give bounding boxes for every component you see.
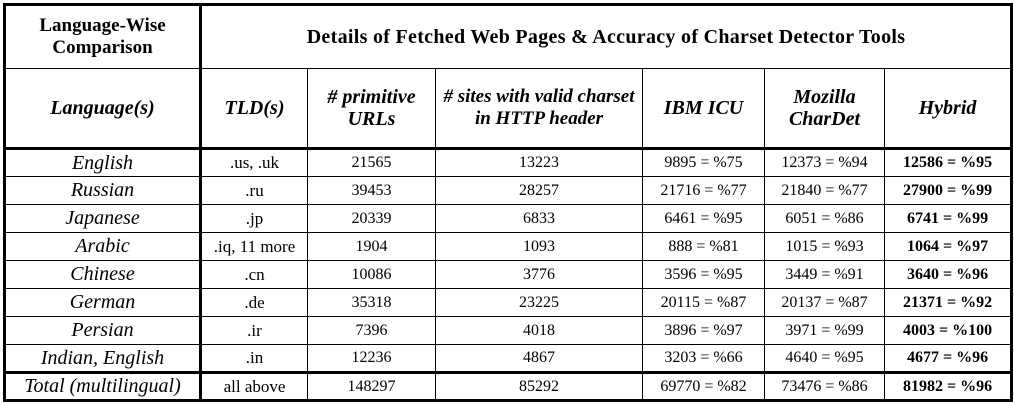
left-title-cell: Language-Wise Comparison [4,4,201,69]
cell-primitive-urls: 20339 [307,204,436,233]
table-row: Total (multilingual) all above 148297 85292… [4,372,1013,401]
cell-ibm-icu: 21716 = %77 [642,176,765,205]
cell-hybrid: 6741 = %99 [883,204,1013,233]
charset-comparison-table: Language-Wise Comparison Details of Fetc… [3,3,1014,402]
cell-mozilla-chardet: 12373 = %94 [764,148,885,177]
table-body: English .us, .uk 21565 13223 9895 = %75 12373… [4,148,1013,401]
cell-ibm-icu: 69770 = %82 [642,372,765,401]
cell-language: English [4,148,201,177]
cell-valid-charset: 28257 [435,176,643,205]
cell-hybrid: 4003 = %100 [883,316,1013,345]
cell-tld: .jp [199,204,308,233]
cell-valid-charset: 23225 [435,288,643,317]
cell-language: Japanese [4,204,201,233]
table-row: Indian, English .in 12236 4867 3203 = %66 464… [4,344,1013,373]
cell-mozilla-chardet: 3449 = %91 [764,260,885,289]
cell-tld: .in [199,344,308,373]
cell-tld: .cn [199,260,308,289]
col-language: Language(s) [4,68,201,149]
cell-ibm-icu: 20115 = %87 [642,288,765,317]
cell-hybrid: 4677 = %96 [883,344,1013,373]
cell-mozilla-chardet: 1015 = %93 [764,232,885,261]
col-primitive-urls: # primitive URLs [307,68,436,149]
cell-primitive-urls: 12236 [307,344,436,373]
cell-valid-charset: 3776 [435,260,643,289]
cell-valid-charset: 6833 [435,204,643,233]
cell-ibm-icu: 888 = %81 [642,232,765,261]
cell-mozilla-chardet: 3971 = %99 [764,316,885,345]
cell-hybrid: 27900 = %99 [883,176,1013,205]
cell-language: Chinese [4,260,201,289]
table-row: German .de 35318 23225 20115 = %87 20137 = %8… [4,288,1013,317]
cell-language: Russian [4,176,201,205]
cell-language: German [4,288,201,317]
header-row: Language-Wise Comparison Details of Fetc… [4,4,1013,69]
cell-ibm-icu: 3896 = %97 [642,316,765,345]
main-title-cell: Details of Fetched Web Pages & Accuracy … [198,4,1013,69]
table-row: Russian .ru 39453 28257 21716 = %77 21840 = %… [4,176,1013,205]
cell-primitive-urls: 21565 [307,148,436,177]
cell-mozilla-chardet: 6051 = %86 [764,204,885,233]
cell-mozilla-chardet: 4640 = %95 [764,344,885,373]
cell-primitive-urls: 7396 [307,316,436,345]
cell-ibm-icu: 3596 = %95 [642,260,765,289]
column-header-row: Language(s) TLD(s) # primitive URLs # si… [4,68,1013,149]
cell-language: Persian [4,316,201,345]
cell-valid-charset: 4867 [435,344,643,373]
cell-tld: all above [199,372,308,401]
table-row: Arabic .iq, 11 more 1904 1093 888 = %81 1015 … [4,232,1013,261]
cell-valid-charset: 4018 [435,316,643,345]
cell-primitive-urls: 148297 [307,372,436,401]
cell-hybrid: 81982 = %96 [883,372,1013,401]
cell-ibm-icu: 3203 = %66 [642,344,765,373]
cell-hybrid: 21371 = %92 [883,288,1013,317]
cell-language: Arabic [4,232,201,261]
table-row: English .us, .uk 21565 13223 9895 = %75 12373… [4,148,1013,177]
cell-mozilla-chardet: 21840 = %77 [764,176,885,205]
cell-ibm-icu: 6461 = %95 [642,204,765,233]
cell-mozilla-chardet: 20137 = %87 [764,288,885,317]
cell-valid-charset: 85292 [435,372,643,401]
cell-primitive-urls: 35318 [307,288,436,317]
cell-hybrid: 12586 = %95 [883,148,1013,177]
cell-ibm-icu: 9895 = %75 [642,148,765,177]
cell-tld: .iq, 11 more [199,232,308,261]
cell-language: Indian, English [4,344,201,373]
col-hybrid: Hybrid [883,68,1013,149]
cell-mozilla-chardet: 73476 = %86 [764,372,885,401]
cell-tld: .us, .uk [199,148,308,177]
col-tld: TLD(s) [199,68,308,149]
table-row: Persian .ir 7396 4018 3896 = %97 3971 = %99 40… [4,316,1013,345]
cell-language: Total (multilingual) [4,372,201,401]
cell-primitive-urls: 1904 [307,232,436,261]
table-row: Japanese .jp 20339 6833 6461 = %95 6051 = %86… [4,204,1013,233]
cell-valid-charset: 13223 [435,148,643,177]
cell-primitive-urls: 10086 [307,260,436,289]
cell-hybrid: 1064 = %97 [883,232,1013,261]
cell-tld: .ir [199,316,308,345]
cell-valid-charset: 1093 [435,232,643,261]
cell-primitive-urls: 39453 [307,176,436,205]
cell-hybrid: 3640 = %96 [883,260,1013,289]
cell-tld: .de [199,288,308,317]
col-ibm-icu: IBM ICU [642,68,765,149]
col-valid-charset: # sites with valid charset in HTTP heade… [435,68,643,149]
table-row: Chinese .cn 10086 3776 3596 = %95 3449 = %91 3… [4,260,1013,289]
cell-tld: .ru [199,176,308,205]
col-mozilla-chardet: Mozilla CharDet [764,68,885,149]
